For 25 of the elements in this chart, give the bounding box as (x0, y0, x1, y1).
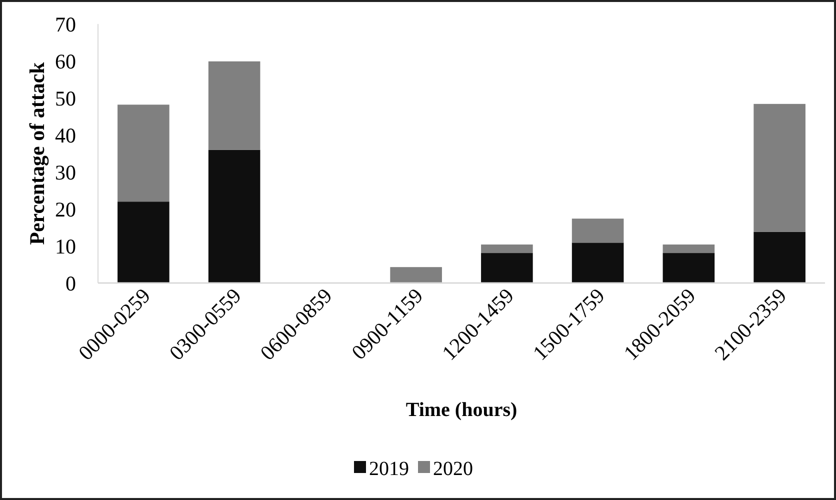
bar (662, 244, 715, 254)
y-tick-label: 60 (55, 49, 76, 74)
bar (662, 253, 715, 283)
bar (208, 150, 260, 283)
y-tick-label: 40 (55, 123, 76, 148)
y-axis-title: Percentage of attack (25, 62, 49, 245)
bar (208, 61, 260, 150)
bar (390, 267, 442, 283)
bar (118, 104, 170, 202)
y-tick-label: 10 (55, 234, 76, 258)
bar (754, 232, 806, 283)
y-tick-label: 0 (66, 271, 76, 296)
bar (481, 253, 533, 283)
bar (481, 244, 533, 254)
legend-label: 2019 (369, 458, 409, 480)
bar (118, 202, 170, 283)
bar (572, 218, 624, 243)
y-tick-label: 70 (55, 12, 76, 36)
legend-label: 2020 (433, 458, 473, 480)
x-axis-title: Time (hours) (406, 399, 518, 421)
y-tick-label: 50 (55, 86, 76, 110)
y-tick-label: 20 (55, 197, 76, 222)
y-tick-label: 30 (55, 160, 76, 184)
bar (754, 104, 806, 232)
bar (572, 242, 624, 283)
